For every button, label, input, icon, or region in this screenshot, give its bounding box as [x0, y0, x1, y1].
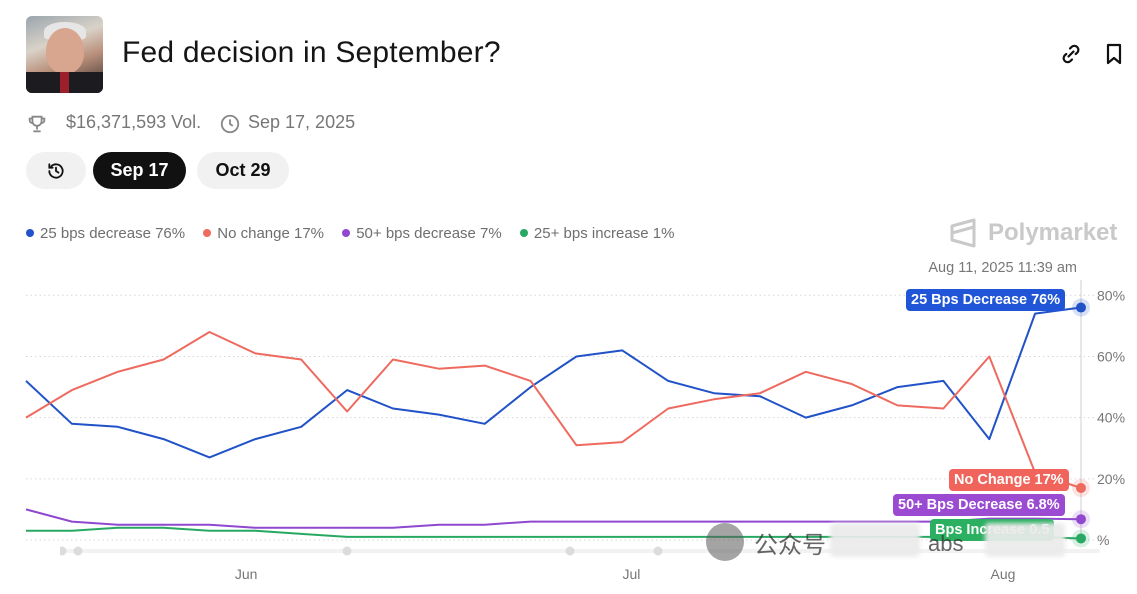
bookmark-icon[interactable]: [1102, 42, 1126, 66]
legend-label: 25+ bps increase 1%: [533, 224, 675, 242]
scrub-dot: [60, 546, 67, 556]
end-label-50bps: 50+ Bps Decrease 6.8%: [893, 494, 1065, 516]
polymarket-icon: [950, 218, 976, 248]
chart-legend: 25 bps decrease 76% No change 17% 50+ bp…: [26, 224, 688, 242]
history-icon: [48, 162, 64, 179]
link-icon[interactable]: [1059, 42, 1083, 66]
y-tick-label: %: [1097, 532, 1109, 548]
watermark-text: 公众号: [754, 531, 826, 559]
x-axis: Jun Jul Aug: [235, 566, 1016, 582]
legend-dot: [203, 229, 212, 237]
chart-points: [1072, 298, 1090, 548]
chat-icon: [706, 523, 744, 561]
scrub-dot: [653, 546, 663, 556]
watermark-text-2: abs: [928, 531, 964, 556]
market-avatar: [26, 16, 103, 93]
x-tick-label: Aug: [991, 566, 1016, 582]
legend-dot: [26, 229, 34, 237]
series-line-0: [25, 306, 1082, 459]
y-axis: % 20% 40% 60% 80%: [1097, 287, 1125, 548]
scrub-dot: [565, 546, 575, 556]
scrub-dot: [73, 546, 83, 556]
tab-sep-17[interactable]: Sep 17: [93, 152, 186, 189]
tab-oct-29[interactable]: Oct 29: [197, 152, 289, 189]
legend-label: 25 bps decrease 76%: [40, 224, 186, 242]
end-label-25bps: 25 Bps Decrease 76%: [906, 289, 1066, 311]
trophy-icon: [28, 115, 46, 133]
end-label-no-change: No Change 17%: [949, 469, 1069, 491]
brand-text: Polymarket: [988, 219, 1118, 246]
clock-icon: [220, 114, 240, 134]
hover-timestamp: Aug 11, 2025 11:39 am: [928, 260, 1077, 276]
legend-item-25bps[interactable]: 25 bps decrease 76%: [26, 225, 185, 242]
legend-dot: [519, 229, 528, 237]
page-title: Fed decision in September?: [122, 36, 501, 69]
x-tick-label: Jun: [235, 566, 258, 582]
legend-item-no-change[interactable]: No change 17%: [203, 225, 324, 242]
series-line-2: [25, 508, 1082, 529]
legend-item-increase[interactable]: 25+ bps increase 1%: [519, 224, 675, 242]
scrub-dot: [342, 546, 352, 556]
series-line-1: [25, 331, 1082, 489]
legend-dot: [342, 229, 351, 237]
y-tick-label: 20%: [1097, 471, 1125, 487]
watermark-blur: [985, 523, 1065, 557]
end-point[interactable]: [1076, 533, 1086, 544]
watermark-blur: [830, 523, 920, 557]
y-tick-label: 40%: [1097, 410, 1125, 426]
y-tick-label: 60%: [1097, 348, 1125, 364]
series-line-3: [26, 526, 1082, 540]
end-point[interactable]: [1076, 514, 1086, 525]
end-point[interactable]: [1076, 483, 1086, 493]
tab-history[interactable]: [26, 152, 86, 189]
x-tick-label: Jul: [623, 566, 641, 582]
legend-label: No change 17%: [217, 224, 325, 242]
volume-text: $16,371,593 Vol.: [66, 112, 202, 132]
polymarket-logo: Polymarket: [948, 216, 1117, 250]
watermark: 公众号: [706, 522, 826, 562]
market-header: Fed decision in September?: [26, 16, 1126, 96]
y-tick-label: 80%: [1097, 287, 1125, 303]
legend-item-50bps[interactable]: 50+ bps decrease 7%: [342, 225, 502, 242]
legend-label: 50+ bps decrease 7%: [356, 224, 502, 242]
end-date-text: Sep 17, 2025: [248, 112, 356, 132]
end-point[interactable]: [1076, 302, 1086, 313]
